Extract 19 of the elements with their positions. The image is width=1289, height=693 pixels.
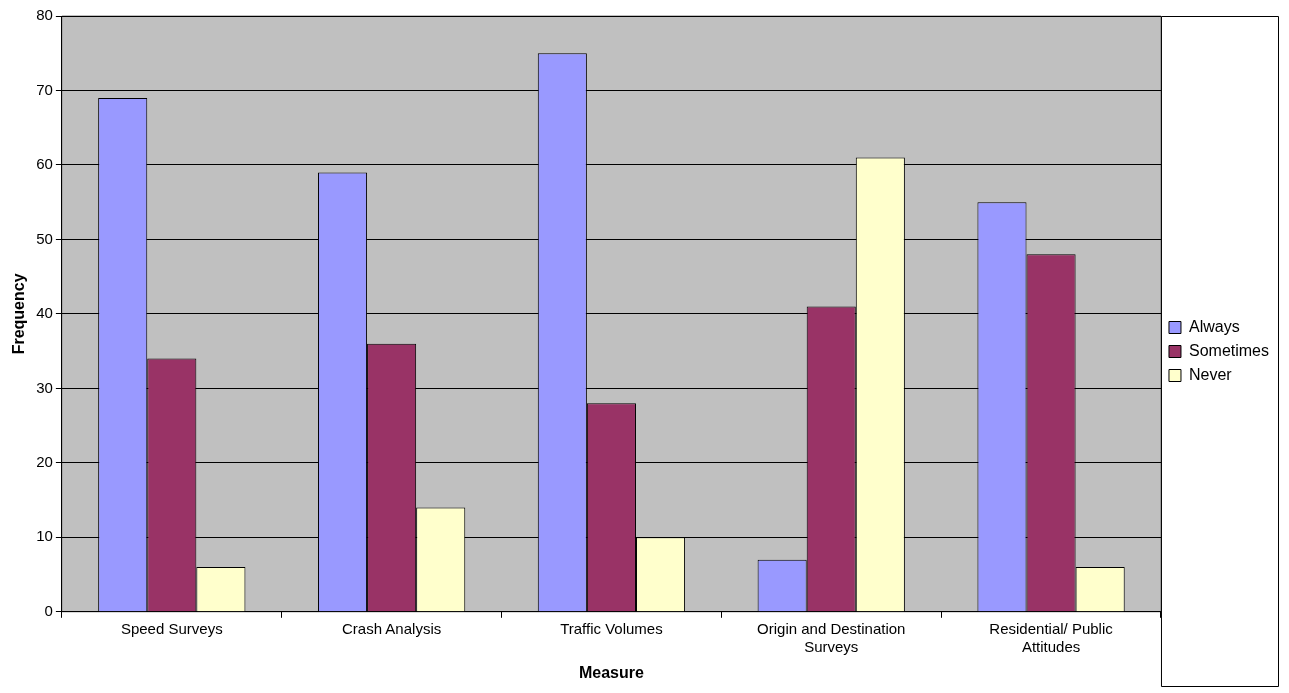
- y-tick-label: 50: [36, 229, 53, 247]
- x-tick-label: Traffic Volumes: [560, 619, 663, 637]
- x-tick-label: Speed Surveys: [120, 619, 223, 637]
- legend-label: Always: [1188, 317, 1240, 335]
- y-tick-label: 80: [36, 6, 53, 24]
- y-tick-label: 0: [44, 601, 53, 619]
- y-tick-label: 40: [36, 304, 53, 322]
- y-tick-label: 10: [36, 527, 53, 545]
- x-tick-label: Origin and Destination Surveys: [757, 619, 906, 655]
- x-tick-label: Crash Analysis: [342, 619, 442, 637]
- y-tick-label: 70: [36, 80, 53, 98]
- legend-label: Sometimes: [1188, 341, 1270, 359]
- y-tick-label: 30: [36, 378, 53, 396]
- legend-label: Never: [1188, 365, 1233, 383]
- x-axis-title: Measure: [578, 663, 644, 681]
- y-tick-label: 20: [36, 452, 53, 470]
- y-axis-title: Frequency: [10, 273, 28, 355]
- y-tick-label: 60: [36, 155, 53, 173]
- x-tick-label: Residential/ Public Attitudes: [989, 619, 1114, 655]
